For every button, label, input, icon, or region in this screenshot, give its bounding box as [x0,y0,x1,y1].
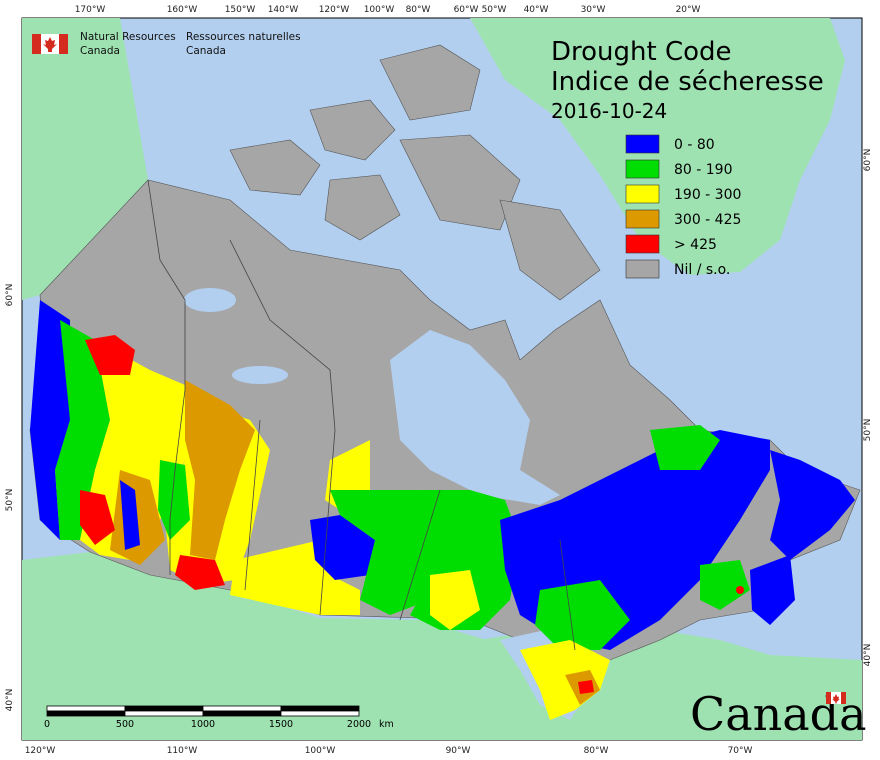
grid-top-label: 160°W [167,5,198,15]
zone-ab-green [158,460,190,540]
zone-ab-orange [185,380,255,560]
zone-ab-red [175,555,225,590]
grid-top-label: 170°W [75,5,106,15]
grid-left-label: 60°N [5,284,15,307]
grid-top-label: 100°W [364,5,395,15]
title-date: 2016-10-24 [551,99,667,123]
agency-name-fr: Ressources naturelles [186,31,301,43]
grid-bottom-label: 70°W [728,746,753,756]
grid-top-label: 150°W [225,5,256,15]
title-line-2: Indice de sécheresse [551,67,824,97]
province-borders [147,179,576,651]
alaska-land [22,18,148,300]
scale-unit: km [379,719,394,730]
graticule-right: 60°N 50°N 40°N [863,149,873,667]
grid-right-label: 50°N [863,419,873,442]
legend: 0 - 80 80 - 190 190 - 300 300 - 425 > 425 Nil… [625,134,741,279]
arctic-island-6 [324,174,401,241]
map-title: Drought Code Indice de sécheresse 2016-1… [551,37,824,123]
zone-on-yellow [430,570,480,630]
arctic-island-3 [379,44,481,121]
wordmark-flag-icon [826,692,846,704]
zone-atl-blue-2 [750,555,795,625]
border-ab-sk [244,419,261,591]
grid-top-label: 20°W [676,5,701,15]
grid-top-label: 50°W [482,5,507,15]
legend-label: Nil / s.o. [674,262,730,278]
border-sk-mb [319,429,336,616]
grid-top-label: 40°W [524,5,549,15]
arctic-island-5 [499,199,601,301]
grid-bottom-label: 110°W [167,746,198,756]
agency-signature: Natural Resources Canada Ressources natu… [32,31,301,57]
arctic-island-2 [309,99,396,161]
grid-top-label: 120°W [319,5,350,15]
zone-bc-blue-interior [120,480,140,550]
scale-label: 1000 [191,719,215,730]
zone-atl-blue [770,450,855,560]
border-yukon-nwt [147,179,186,390]
border-on-qc [559,539,576,651]
grid-bottom-label: 120°W [25,746,56,756]
zone-bc-green [55,320,110,540]
zone-on-yellow-south [520,640,610,720]
zone-mb-blue [310,515,375,580]
grid-left-label: 40°N [5,689,15,712]
zone-atl-green [700,560,750,610]
zone-on-green-south [535,580,630,650]
zone-atl-red-spot [736,586,744,594]
grid-left-label: 50°N [5,489,15,512]
arctic-island-1 [229,139,321,196]
legend-label: 0 - 80 [674,137,715,153]
hudson-bay [390,330,560,505]
grid-bottom-label: 100°W [305,746,336,756]
grid-top-label: 80°W [406,5,431,15]
canada-wordmark: Canada [690,687,867,741]
zone-qc-green [650,425,720,470]
grid-right-label: 60°N [863,149,873,172]
grid-top-label: 140°W [268,5,299,15]
grid-top-label: 30°W [581,5,606,15]
agency-name-en: Natural Resources [80,31,176,43]
zone-on-red-south [578,680,594,694]
great-slave-lake [232,366,288,384]
zone-bc-red-south [80,490,115,545]
border-bc-ab [169,389,186,575]
grid-right-label: 40°N [863,644,873,667]
graticule-top: 170°W 160°W 150°W 140°W 120°W 100°W 80°W… [75,5,701,15]
scale-bar: 0 500 1000 1500 2000 km [44,705,394,730]
legend-swatch [625,234,660,254]
title-line-1: Drought Code [551,37,732,67]
border-nwt-nunavut [229,239,336,431]
grid-bottom-label: 80°W [584,746,609,756]
legend-label: 300 - 425 [674,212,741,228]
zone-sk-yellow [230,540,360,615]
scale-label: 1500 [269,719,293,730]
grid-top-label: 60°W [454,5,479,15]
legend-swatch [625,159,660,179]
legend-label: 80 - 190 [674,162,733,178]
scale-label: 500 [116,719,134,730]
usa-land [22,552,862,740]
agency-name-fr-country: Canada [186,45,226,57]
legend-swatch [625,184,660,204]
legend-swatch [625,134,660,154]
grid-bottom-label: 90°W [446,746,471,756]
graticule-bottom: 120°W 110°W 100°W 90°W 80°W 70°W [25,746,753,756]
legend-label: 190 - 300 [674,187,741,203]
legend-swatch [625,259,660,279]
border-mb-on [399,489,441,621]
graticule-left: 60°N 50°N 40°N [5,284,15,712]
scale-label: 2000 [347,719,371,730]
zone-bc-blue [30,300,70,540]
scale-label: 0 [44,719,50,730]
agency-name-en-country: Canada [80,45,120,57]
great-bear-lake [184,288,236,312]
canada-flag-icon [32,34,68,54]
legend-swatch [625,209,660,229]
zone-bc-red-north [85,335,135,375]
legend-label: > 425 [674,237,717,253]
